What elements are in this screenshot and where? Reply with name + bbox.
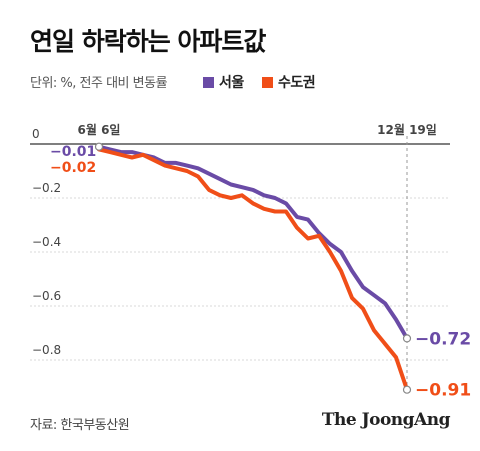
legend-swatch-metro — [262, 77, 273, 88]
legend-swatch-seoul — [203, 77, 214, 88]
unit-note: 단위: %, 전주 대비 변동률 — [30, 76, 168, 91]
brand-logo: The JoongAng — [321, 410, 451, 430]
legend-label-metro: 수도권 — [278, 75, 316, 91]
x-tick-label: 12월 19일 — [377, 122, 437, 137]
start-value-label: −0.02 — [50, 160, 96, 176]
legend-label-seoul: 서울 — [219, 75, 244, 91]
start-point-marker — [94, 142, 104, 151]
legend-item-seoul: 서울 — [203, 72, 244, 92]
end-value-label: −0.91 — [415, 381, 471, 401]
end-point-marker — [402, 334, 412, 343]
page-title: 연일 하락하는 아파트값 — [30, 27, 266, 56]
source-note: 자료: 한국부동산원 — [30, 418, 130, 433]
end-point-marker — [402, 385, 412, 394]
series-line-metro — [97, 147, 409, 392]
series-line-seoul — [97, 144, 409, 341]
y-tick-label: −0.6 — [32, 289, 61, 303]
y-tick-label: −0.4 — [32, 235, 61, 249]
y-tick-label: −0.8 — [32, 343, 61, 357]
legend-item-metro: 수도권 — [262, 72, 316, 92]
y-tick-label: 0 — [32, 127, 40, 141]
y-tick-label: −0.2 — [32, 181, 61, 195]
x-tick-label: 6월 6일 — [78, 122, 121, 137]
start-value-label: −0.01 — [50, 144, 96, 160]
end-value-label: −0.72 — [415, 329, 471, 349]
